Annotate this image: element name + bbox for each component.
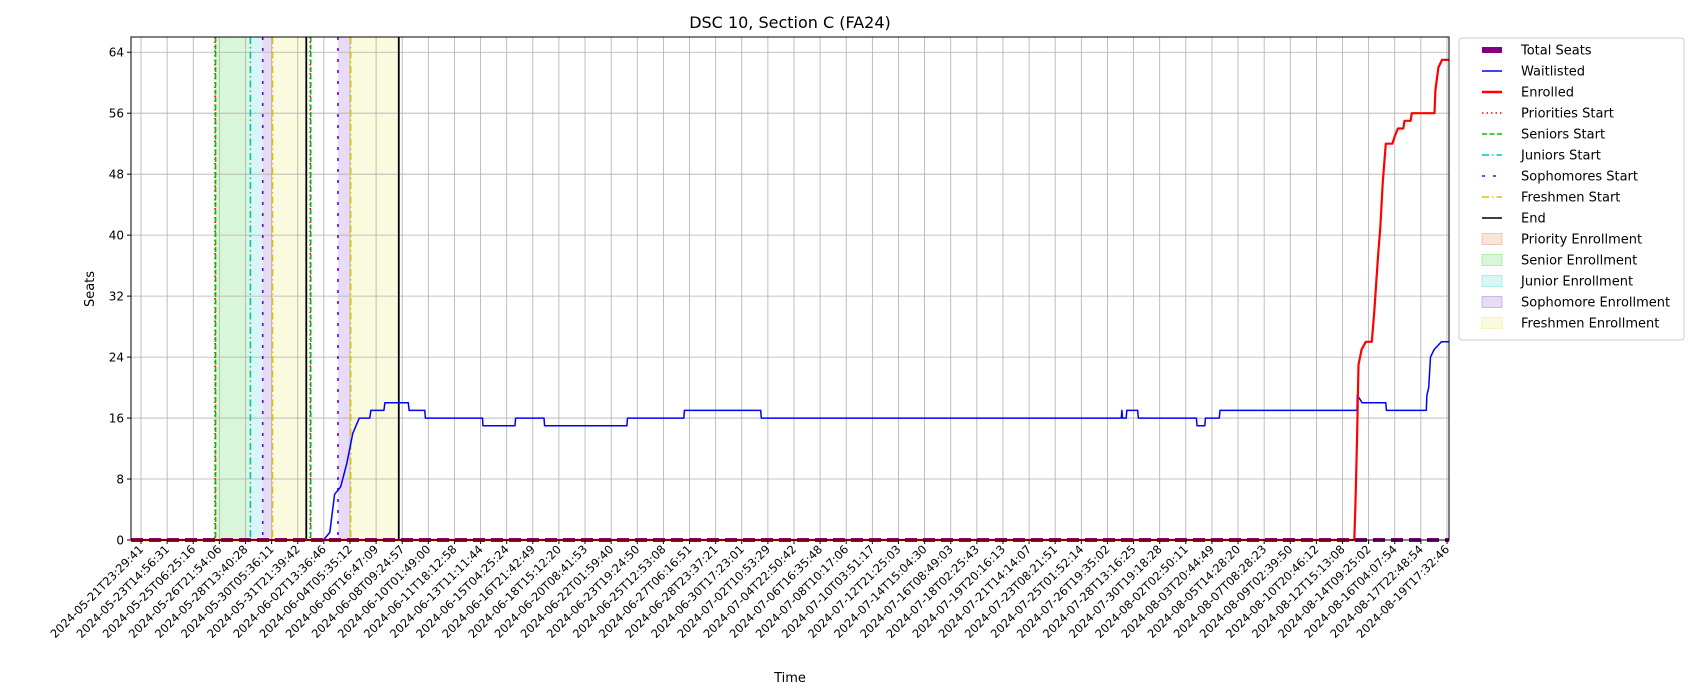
y-tick-label: 16 [109, 412, 124, 426]
series-waitlisted [131, 341, 1449, 541]
y-tick-label: 40 [109, 229, 124, 243]
y-tick-label: 32 [109, 290, 124, 304]
y-tick-label: 24 [109, 351, 124, 365]
y-axis-label: Seats [83, 271, 98, 307]
legend-label-seniors-start: Seniors Start [1521, 128, 1605, 143]
enrollment-spans [215, 37, 399, 540]
y-tick-label: 8 [116, 473, 124, 487]
y-tick-label: 56 [109, 107, 124, 121]
span-senior-enrollment [215, 37, 251, 540]
x-axis: 2024-05-21T23:29:412024-05-23T14:56:3120… [47, 540, 1452, 641]
legend-label-sophomores-start: Sophomores Start [1521, 170, 1638, 185]
plot-frame [130, 36, 1450, 541]
span-freshmen-enrollment [350, 37, 399, 540]
span-sophomore-enrollment [262, 37, 273, 540]
series-enrolled [131, 58, 1449, 542]
legend-label-total-seats: Total Seats [1520, 44, 1592, 59]
legend-label-end: End [1521, 212, 1546, 227]
y-axis: 0 8 16 24 32 40 48 56 64 [109, 46, 131, 548]
chart-title: DSC 10, Section C (FA24) [689, 13, 891, 32]
legend-label-priorities-start: Priorities Start [1521, 107, 1614, 122]
span-junior-enrollment [250, 37, 263, 540]
y-tick-label: 48 [109, 168, 124, 182]
legend-label-priority-enrollment: Priority Enrollment [1521, 233, 1642, 248]
legend-label-sophomore-enrollment: Sophomore Enrollment [1521, 296, 1670, 311]
span-sophomore-enrollment [337, 37, 351, 540]
series-lines [131, 58, 1449, 542]
y-tick-label: 0 [116, 534, 124, 548]
legend-label-senior-enrollment: Senior Enrollment [1521, 254, 1637, 269]
legend-swatch-senior-enrollment [1481, 254, 1503, 266]
legend: Total Seats Waitlisted Enrolled Priorities … [1458, 37, 1685, 341]
phase-lines [214, 37, 400, 540]
grid-lines [131, 37, 1449, 541]
span-freshmen-enrollment [272, 37, 307, 540]
legend-label-waitlisted: Waitlisted [1521, 65, 1585, 80]
legend-label-freshmen-start: Freshmen Start [1521, 191, 1620, 206]
legend-label-junior-enrollment: Junior Enrollment [1520, 275, 1633, 290]
legend-label-freshmen-enrollment: Freshmen Enrollment [1521, 317, 1659, 332]
y-tick-label: 64 [109, 46, 124, 60]
legend-label-juniors-start: Juniors Start [1520, 149, 1601, 164]
legend-swatch-freshmen-enrollment [1481, 317, 1503, 329]
legend-swatch-priority-enrollment [1481, 233, 1503, 245]
legend-label-enrolled: Enrolled [1521, 86, 1574, 101]
legend-swatch-sophomore-enrollment [1481, 296, 1503, 308]
x-axis-label: Time [773, 671, 806, 686]
legend-swatch-junior-enrollment [1481, 275, 1503, 287]
legend-box [1458, 37, 1685, 341]
